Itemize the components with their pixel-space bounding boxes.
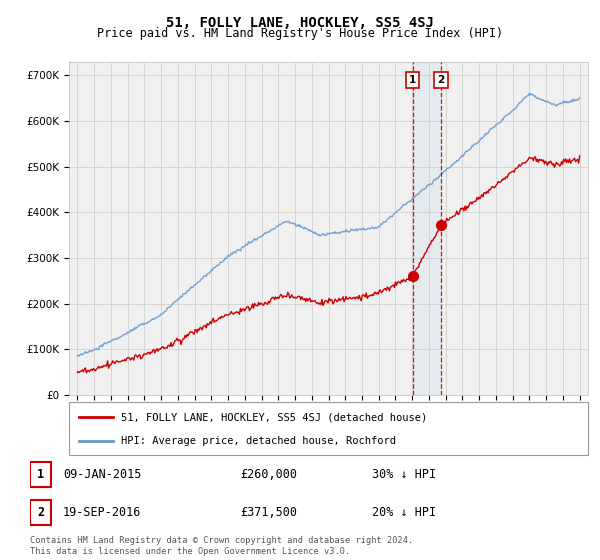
FancyBboxPatch shape — [69, 402, 588, 455]
Text: HPI: Average price, detached house, Rochford: HPI: Average price, detached house, Roch… — [121, 436, 396, 446]
Text: 2: 2 — [437, 75, 445, 85]
Text: 1: 1 — [409, 75, 416, 85]
FancyBboxPatch shape — [30, 500, 51, 525]
Text: 2: 2 — [37, 506, 44, 519]
Text: 09-JAN-2015: 09-JAN-2015 — [63, 468, 142, 481]
Text: 30% ↓ HPI: 30% ↓ HPI — [372, 468, 436, 481]
Text: 51, FOLLY LANE, HOCKLEY, SS5 4SJ: 51, FOLLY LANE, HOCKLEY, SS5 4SJ — [166, 16, 434, 30]
Text: 19-SEP-2016: 19-SEP-2016 — [63, 506, 142, 519]
Text: Contains HM Land Registry data © Crown copyright and database right 2024.
This d: Contains HM Land Registry data © Crown c… — [30, 536, 413, 556]
Text: £260,000: £260,000 — [240, 468, 297, 481]
Text: £371,500: £371,500 — [240, 506, 297, 519]
Text: 1: 1 — [37, 468, 44, 481]
Text: 51, FOLLY LANE, HOCKLEY, SS5 4SJ (detached house): 51, FOLLY LANE, HOCKLEY, SS5 4SJ (detach… — [121, 413, 427, 422]
Bar — [413, 62, 441, 395]
FancyBboxPatch shape — [30, 462, 51, 487]
Text: Price paid vs. HM Land Registry's House Price Index (HPI): Price paid vs. HM Land Registry's House … — [97, 27, 503, 40]
Text: 20% ↓ HPI: 20% ↓ HPI — [372, 506, 436, 519]
